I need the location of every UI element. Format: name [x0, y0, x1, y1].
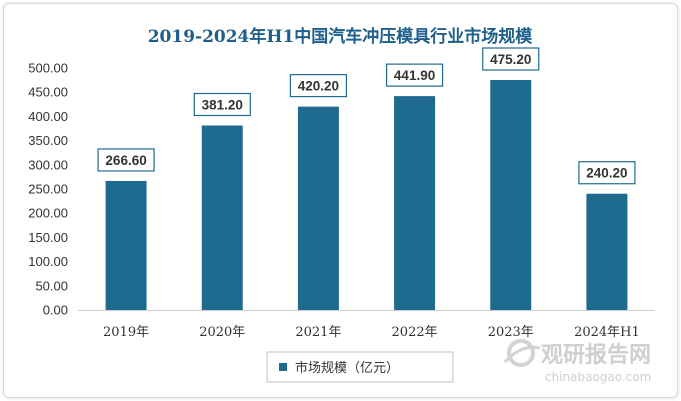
y-axis: 0.00 50.00 100.00 150.00 200.00 250.00 300.00 3… [28, 61, 68, 318]
bar [105, 180, 147, 310]
y-tick-label: 50.00 [35, 278, 68, 293]
y-tick-label: 250.00 [28, 182, 68, 197]
data-label: 240.20 [586, 166, 627, 181]
data-label: 441.90 [394, 68, 435, 83]
data-label-box [289, 74, 348, 98]
legend-swatch [279, 363, 287, 371]
data-label-box [578, 161, 636, 185]
y-tick-label: 0.00 [43, 303, 68, 318]
x-tick-label: 2019年 [103, 325, 149, 340]
x-tick-label: 2024年H1 [574, 325, 640, 340]
data-label-box [482, 47, 540, 71]
data-label: 420.20 [298, 79, 339, 94]
data-label-box [97, 148, 155, 172]
watermark-brand-url: chinabaogao.com [545, 370, 651, 384]
chart-title: 2019-2024年H1中国汽车冲压模具行业市场规模 [148, 26, 534, 47]
y-tick-label: 300.00 [28, 157, 68, 172]
y-tick-label: 200.00 [28, 206, 68, 221]
x-tick-label: 2021年 [295, 325, 341, 340]
bar [297, 106, 339, 310]
watermark-brand-cn: 观研报告网 [541, 343, 651, 368]
watermark-logo-swoosh [503, 345, 541, 364]
watermark-logo [507, 339, 535, 367]
y-tick-label: 500.00 [28, 61, 68, 76]
bar [201, 125, 243, 310]
legend-label: 市场规模（亿元） [295, 360, 399, 376]
x-tick-label: 2020年 [199, 325, 245, 340]
bar [586, 193, 628, 310]
x-tick-label: 2022年 [392, 325, 438, 340]
legend-box [266, 351, 454, 383]
data-label-box [385, 63, 444, 87]
data-label: 381.20 [202, 97, 243, 112]
y-tick-label: 450.00 [28, 85, 68, 100]
bar-group: 266.60 381.20 420.20 441.90 475.20 240.20 [97, 47, 636, 311]
data-label: 475.20 [490, 52, 531, 67]
y-tick-label: 150.00 [28, 230, 68, 245]
bar [394, 96, 436, 311]
y-tick-label: 400.00 [28, 109, 68, 124]
watermark: 观研报告网 chinabaogao.com [503, 339, 651, 384]
x-axis: 2019年 2020年 2021年 2022年 2023年 2024年H1 [103, 325, 640, 340]
data-label: 266.60 [105, 153, 146, 168]
bar [490, 80, 532, 310]
y-tick-label: 100.00 [28, 254, 68, 269]
x-tick-label: 2023年 [488, 325, 534, 340]
data-label-box [193, 92, 251, 117]
y-tick-label: 350.00 [28, 133, 68, 148]
legend: 市场规模（亿元） [266, 351, 454, 383]
